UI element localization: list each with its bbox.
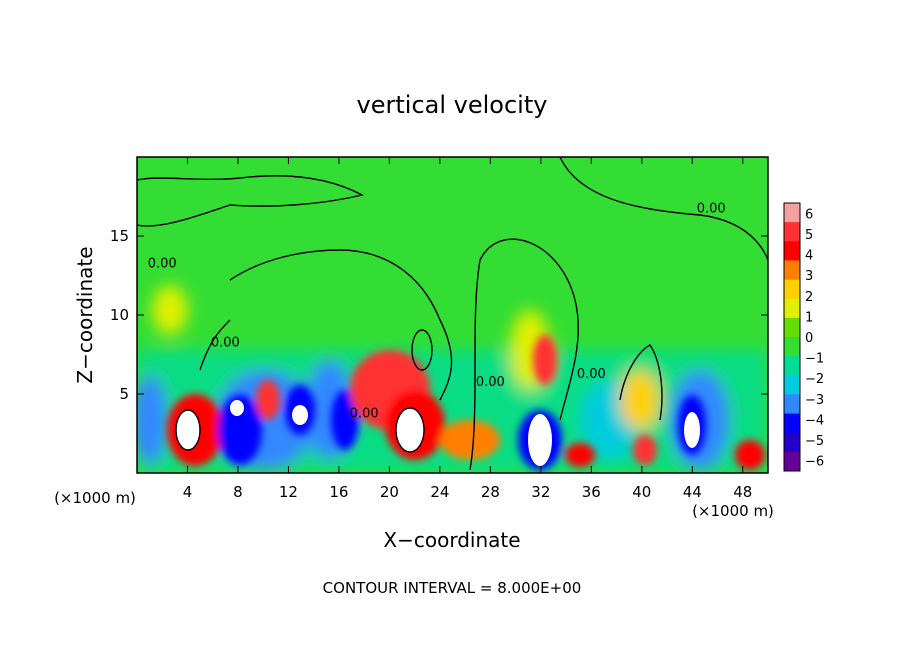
x-tick-label: 32	[531, 483, 550, 501]
colorbar-swatch	[784, 413, 800, 434]
colorbar-tick-label: 3	[805, 269, 813, 284]
x-tick-label: 36	[582, 483, 601, 501]
colorbar-tick-label: −5	[805, 434, 824, 449]
colorbar-swatch	[784, 260, 800, 281]
colorbar-tick-label: 2	[805, 290, 813, 305]
colorbar-swatch	[784, 394, 800, 415]
x-tick-label: 48	[733, 483, 752, 501]
colorbar-swatch	[784, 317, 800, 338]
contour-label: 0.00	[697, 201, 726, 216]
colorbar-tick-label: −4	[805, 413, 824, 428]
colorbar-frame	[783, 202, 801, 472]
colorbar-tick-label: −6	[805, 455, 824, 470]
contour-label: 0.00	[577, 367, 606, 382]
colorbar: 6 5 4 3 2 1 0 −1 −2 −3 −4 −5 −6	[783, 202, 824, 472]
colorbar-tick-label: 5	[805, 228, 813, 243]
x-tick-label: 28	[481, 483, 500, 501]
heatmap-field	[137, 157, 768, 473]
colorbar-swatch	[784, 279, 800, 300]
contour-labels: 0.00 0.00 0.00 0.00 0.00 0.00	[148, 201, 726, 421]
x-tick-label: 4	[183, 483, 193, 501]
x-unit-left: (×1000 m)	[54, 489, 136, 507]
contour-label: 0.00	[476, 375, 505, 390]
colorbar-swatch	[784, 375, 800, 395]
y-axis-ticks: 5 10 15	[110, 227, 768, 403]
colorbar-swatch	[784, 337, 800, 357]
x-tick-label: 20	[380, 483, 399, 501]
colorbar-swatch	[784, 222, 800, 242]
chart-title: vertical velocity	[357, 91, 548, 119]
x-tick-label: 12	[279, 483, 298, 501]
colorbar-tick-label: 6	[805, 207, 813, 222]
colorbar-swatch	[784, 298, 800, 319]
colorbar-swatch	[784, 203, 800, 223]
contour-label: 0.00	[350, 407, 379, 422]
contour-interval-note: CONTOUR INTERVAL = 8.000E+00	[323, 579, 582, 597]
colorbar-swatch	[784, 432, 800, 453]
x-axis-ticks: 4 8 12 16 20 24 28 32 36 40 44 48	[183, 157, 752, 501]
y-tick-label: 10	[110, 306, 129, 324]
y-axis-label: Z−coordinate	[73, 246, 97, 383]
x-tick-label: 40	[632, 483, 651, 501]
contour-label: 0.00	[211, 336, 240, 351]
colorbar-tick-label: −1	[805, 352, 824, 367]
colorbar-tick-label: 4	[805, 249, 813, 264]
colorbar-tick-label: −3	[805, 393, 824, 408]
colorbar-tick-label: −2	[805, 372, 824, 387]
x-tick-label: 44	[683, 483, 702, 501]
colorbar-swatch	[784, 451, 800, 472]
contour-label: 0.00	[148, 257, 177, 272]
x-tick-label: 24	[430, 483, 449, 501]
x-tick-label: 8	[233, 483, 243, 501]
y-tick-label: 15	[110, 227, 129, 245]
y-tick-label: 5	[119, 385, 129, 403]
colorbar-tick-label: 1	[805, 310, 813, 325]
x-unit-right: (×1000 m)	[692, 502, 774, 520]
colorbar-tick-label: 0	[805, 331, 813, 346]
x-axis-label: X−coordinate	[383, 528, 520, 552]
x-tick-label: 16	[329, 483, 348, 501]
colorbar-swatch	[784, 356, 800, 376]
colorbar-swatch	[784, 241, 800, 261]
